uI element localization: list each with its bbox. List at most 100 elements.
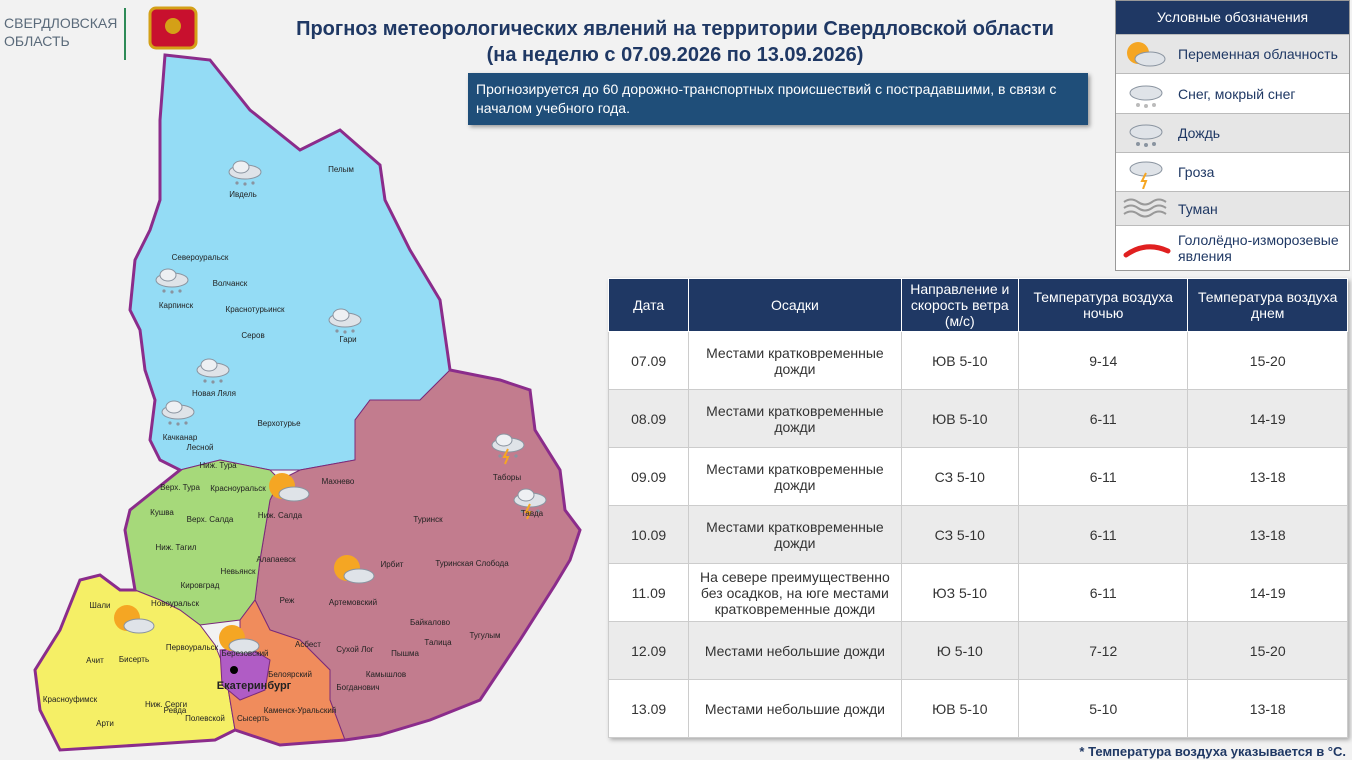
table-cell: 6-11 xyxy=(1018,563,1189,622)
city-label: Алапаевск xyxy=(256,555,296,564)
city-label: Каменск-Уральский xyxy=(264,706,337,715)
table-cell: Местами небольшие дожди xyxy=(688,679,902,738)
table-cell: Местами кратковременные дожди xyxy=(688,447,902,506)
city-label: Туринская Слобода xyxy=(435,559,509,568)
districts xyxy=(34,54,581,751)
legend-icon xyxy=(1129,85,1163,108)
table-cell: 13.09 xyxy=(607,679,690,738)
city-label: Качканар xyxy=(163,433,198,442)
legend-icon xyxy=(1129,124,1163,147)
legend-label: Гроза xyxy=(1178,164,1215,180)
legend-title: Условные обозначения xyxy=(1116,1,1349,34)
table-row: 13.09 Местами небольшие дожди ЮВ 5-10 5-10 1… xyxy=(607,679,1348,738)
table-cell: 6-11 xyxy=(1018,447,1189,506)
city-label: Кировград xyxy=(181,581,220,590)
legend-item: Туман xyxy=(1116,191,1349,225)
footnote: * Температура воздуха указывается в °С. xyxy=(1079,744,1346,759)
table-cell: Местами кратковременные дожди xyxy=(688,389,902,448)
city-label: Ниж. Тагил xyxy=(155,543,196,552)
city-label: Махнево xyxy=(322,477,355,486)
city-label: Кушва xyxy=(150,508,174,517)
notice: Прогнозируется до 60 дорожно-транспортны… xyxy=(468,73,1088,125)
city-label: Красноуфимск xyxy=(43,695,98,704)
table-row: 10.09 Местами кратковременные дожди СЗ 5-1… xyxy=(607,505,1348,564)
table-cell: 9-14 xyxy=(1018,331,1189,390)
city-label: Волчанск xyxy=(213,279,248,288)
city-label: Таборы xyxy=(493,473,521,482)
legend-label: Гололёдно-изморозевые явления xyxy=(1178,232,1339,264)
region-line: ОБЛАСТЬ xyxy=(4,33,70,49)
table-row: 11.09 На севере преимущественно без осадк… xyxy=(607,563,1348,622)
city-label: Пелым xyxy=(328,165,354,174)
table-cell: 13-18 xyxy=(1187,679,1348,738)
table-cell: Местами кратковременные дожди xyxy=(688,505,902,564)
city-label: Красноуральск xyxy=(210,484,266,493)
table-cell: Местами небольшие дожди xyxy=(688,621,902,680)
city-label: Полевской xyxy=(185,714,225,723)
city-label: Реж xyxy=(280,596,295,605)
column-header: Осадки xyxy=(688,278,902,332)
map-labels: Пелым Ивдель Североуральск Волчанск Карпинск… xyxy=(43,165,544,728)
table-cell: Ю 5-10 xyxy=(900,621,1020,680)
table-cell: 14-19 xyxy=(1187,563,1348,622)
border xyxy=(33,53,582,752)
city-label: Туринск xyxy=(413,515,443,524)
table-cell: 6-11 xyxy=(1018,389,1189,448)
table-cell: СЗ 5-10 xyxy=(900,505,1020,564)
coat-of-arms xyxy=(148,6,198,50)
table-cell: 15-20 xyxy=(1187,621,1348,680)
legend-icon xyxy=(1127,42,1166,67)
city-label: Тавда xyxy=(521,509,544,518)
table-cell: На севере преимущественно без осадков, н… xyxy=(688,563,902,622)
legend-items: Переменная облачность Снег, мокрый снег До… xyxy=(1116,34,1349,270)
legend-label: Снег, мокрый снег xyxy=(1178,85,1296,102)
region-line: СВЕРДЛОВСКАЯ xyxy=(4,15,118,31)
city-label: Камышлов xyxy=(366,670,406,679)
table-cell: СЗ 5-10 xyxy=(900,447,1020,506)
table-cell: 09.09 xyxy=(607,447,690,506)
column-header: Направление и скорость ветра (м/с) xyxy=(900,278,1020,332)
city-label: Лесной xyxy=(186,443,213,452)
table-cell: 13-18 xyxy=(1187,447,1348,506)
legend-icon xyxy=(1123,198,1167,217)
city-label: Ирбит xyxy=(381,560,404,569)
city-label: Белоярский xyxy=(268,670,312,679)
city-label: Асбест xyxy=(295,640,321,649)
legend: Условные обозначения Переменная облачнос… xyxy=(1115,0,1350,271)
divider xyxy=(124,8,126,60)
city-label: Сысерть xyxy=(237,714,269,723)
city-label: Тугулым xyxy=(469,631,500,640)
city-label: Новоуральск xyxy=(151,599,199,608)
city-label: Ачит xyxy=(86,656,104,665)
table-cell: ЮВ 5-10 xyxy=(900,389,1020,448)
city-label: Ниж. Салда xyxy=(258,511,303,520)
legend-label: Туман xyxy=(1178,200,1218,217)
table-cell: Местами кратковременные дожди xyxy=(688,331,902,390)
column-header: Дата xyxy=(607,278,690,332)
forecast-table: Дата Осадки Направление и скорость ветра (… xyxy=(607,278,1348,738)
table-cell: 08.09 xyxy=(607,389,690,448)
city-label: Байкалово xyxy=(410,618,451,627)
table-cell: 15-20 xyxy=(1187,331,1348,390)
map: Пелым Ивдель Североуральск Волчанск Карпинск… xyxy=(33,53,582,752)
city-label: Шали xyxy=(90,601,111,610)
legend-label: Дождь xyxy=(1178,125,1221,141)
city-label: Сухой Лог xyxy=(336,645,374,654)
column-header: Температура воздуха днем xyxy=(1187,278,1348,332)
table-cell: 07.09 xyxy=(607,331,690,390)
table-cell: ЮВ 5-10 xyxy=(900,331,1020,390)
legend-label: Переменная облачность xyxy=(1178,46,1338,62)
city-label: Невьянск xyxy=(221,567,256,576)
column-header: Температура воздуха ночью xyxy=(1018,278,1189,332)
city-label: Новая Ляля xyxy=(192,389,236,398)
header-row: Дата Осадки Направление и скорость ветра (… xyxy=(607,278,1348,332)
legend-icon xyxy=(1123,244,1171,258)
city-label: Ниж. Тура xyxy=(199,461,237,470)
table-cell: 5-10 xyxy=(1018,679,1189,738)
capital-marker xyxy=(230,666,238,674)
city-label: Серов xyxy=(241,331,264,340)
title: Прогноз метеорологических явлений на тер… xyxy=(250,16,1100,68)
city-label: Талица xyxy=(424,638,452,647)
city-label: Березовский xyxy=(221,649,268,658)
